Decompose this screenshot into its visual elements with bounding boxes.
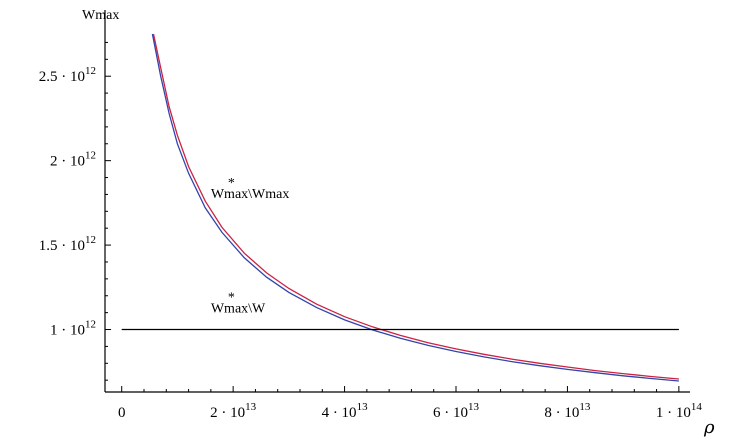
x-tick-label: 2 · 1013 [210,401,257,421]
y-tick-label: 1.5 · 1012 [39,234,96,254]
ticks: 0 2 · 1013 4 · 1013 6 · 1013 8 · 1013 1 · 101… [39,41,703,421]
series-line-1 [151,33,679,382]
y-axis-label: Wmax [82,8,119,23]
curve-label-1: Wmax\W [211,302,266,317]
y-tick-label: 1 · 1012 [50,319,96,339]
axes [104,10,690,393]
labels: Wmax ρ [82,8,715,438]
x-tick-label: 4 · 1013 [322,401,369,421]
y-tick-label: 2 · 1012 [50,150,96,170]
curve-label-star-1: * [228,291,235,306]
series-line-0 [152,33,679,380]
x-tick-label: 8 · 1013 [544,401,591,421]
curve-label-star-0: * [228,176,235,191]
x-tick-label: 0 [118,405,126,421]
x-tick-label: 1 · 1014 [656,401,703,421]
x-axis-label: ρ [703,417,715,438]
x-tick-label: 6 · 1013 [433,401,480,421]
curve-label-0: Wmax\Wmax [211,187,290,202]
y-tick-label: 2.5 · 1012 [39,65,96,85]
series-group [121,33,679,382]
annotations: Wmax\Wmax*Wmax\W* [211,176,290,317]
